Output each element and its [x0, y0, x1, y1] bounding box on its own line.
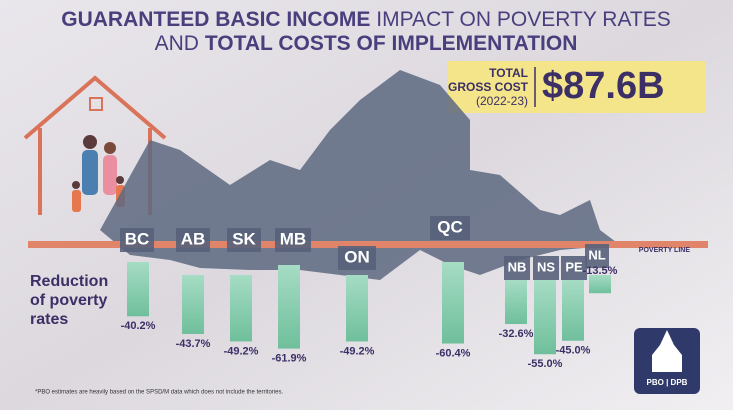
value-label: -49.2% — [224, 345, 259, 357]
category-label: NS — [537, 259, 555, 274]
category-label: SK — [232, 229, 256, 248]
canada-map — [100, 70, 620, 280]
poverty-line — [28, 241, 708, 248]
title-text: IMPACT ON POVERTY RATES — [376, 8, 670, 31]
y-label-line: rates — [30, 311, 68, 328]
value-label: -13.5% — [583, 265, 618, 277]
value-label: -45.0% — [556, 345, 591, 357]
value-label: -32.6% — [499, 328, 534, 340]
bar — [127, 262, 149, 317]
poverty-line-label: POVERTY LINE — [639, 247, 691, 254]
bar — [278, 265, 300, 349]
bar — [589, 275, 611, 294]
category-label: NB — [508, 259, 527, 274]
province-box — [338, 246, 376, 270]
bar — [562, 280, 584, 341]
province-box — [585, 244, 609, 268]
province-box — [430, 216, 470, 240]
logo: PBO | DPB — [634, 328, 700, 394]
title-bold: GUARANTEED BASIC INCOME — [61, 8, 370, 31]
value-label: -49.2% — [340, 345, 375, 357]
y-label: Reduction of poverty rates — [30, 273, 108, 328]
cost-box: TOTAL GROSS COST (2022-23) $87.6B — [448, 61, 706, 113]
footnote: *PBO estimates are heavily based on the … — [35, 390, 283, 396]
cost-label: TOTAL — [489, 66, 528, 80]
bar — [230, 275, 252, 342]
bar — [182, 275, 204, 334]
province-box — [533, 256, 559, 280]
bar — [505, 280, 527, 325]
province-box — [176, 228, 210, 252]
category-label: QC — [437, 217, 463, 236]
category-label: PE — [565, 259, 583, 274]
province-box — [227, 228, 261, 252]
cost-label: (2022-23) — [476, 94, 528, 108]
y-label-line: of poverty — [30, 292, 107, 309]
svg-text:AND TOTAL COSTS OF IMPLEMENTAT: AND TOTAL COSTS OF IMPLEMENTATION — [155, 32, 578, 55]
category-label: NL — [588, 247, 605, 262]
svg-text:GUARANTEED BASIC INCOME IMPACT: GUARANTEED BASIC INCOME IMPACT ON POVERT… — [61, 8, 670, 31]
y-label-line: Reduction — [30, 273, 108, 290]
value-label: -55.0% — [528, 358, 563, 370]
category-label: ON — [344, 247, 370, 266]
province-box — [504, 256, 530, 280]
title-text: AND — [155, 32, 199, 55]
province-box — [120, 228, 154, 252]
title-bold: TOTAL COSTS OF IMPLEMENTATION — [205, 32, 578, 55]
bar — [534, 280, 556, 355]
cost-box-bg — [448, 61, 706, 113]
logo-text: PBO | DPB — [647, 378, 688, 387]
value-label: -40.2% — [121, 320, 156, 332]
province-box — [561, 256, 587, 280]
value-label: -60.4% — [436, 347, 471, 359]
bar — [346, 275, 368, 342]
category-label: MB — [280, 229, 306, 248]
province-box — [275, 228, 311, 252]
value-label: -61.9% — [272, 352, 307, 364]
cost-label: GROSS COST — [448, 80, 529, 94]
bar — [442, 262, 464, 344]
category-label: AB — [181, 229, 206, 248]
category-label: BC — [125, 229, 150, 248]
value-label: -43.7% — [176, 338, 211, 350]
title: GUARANTEED BASIC INCOME IMPACT ON POVERT… — [61, 8, 670, 55]
cost-amount: $87.6B — [542, 65, 665, 107]
